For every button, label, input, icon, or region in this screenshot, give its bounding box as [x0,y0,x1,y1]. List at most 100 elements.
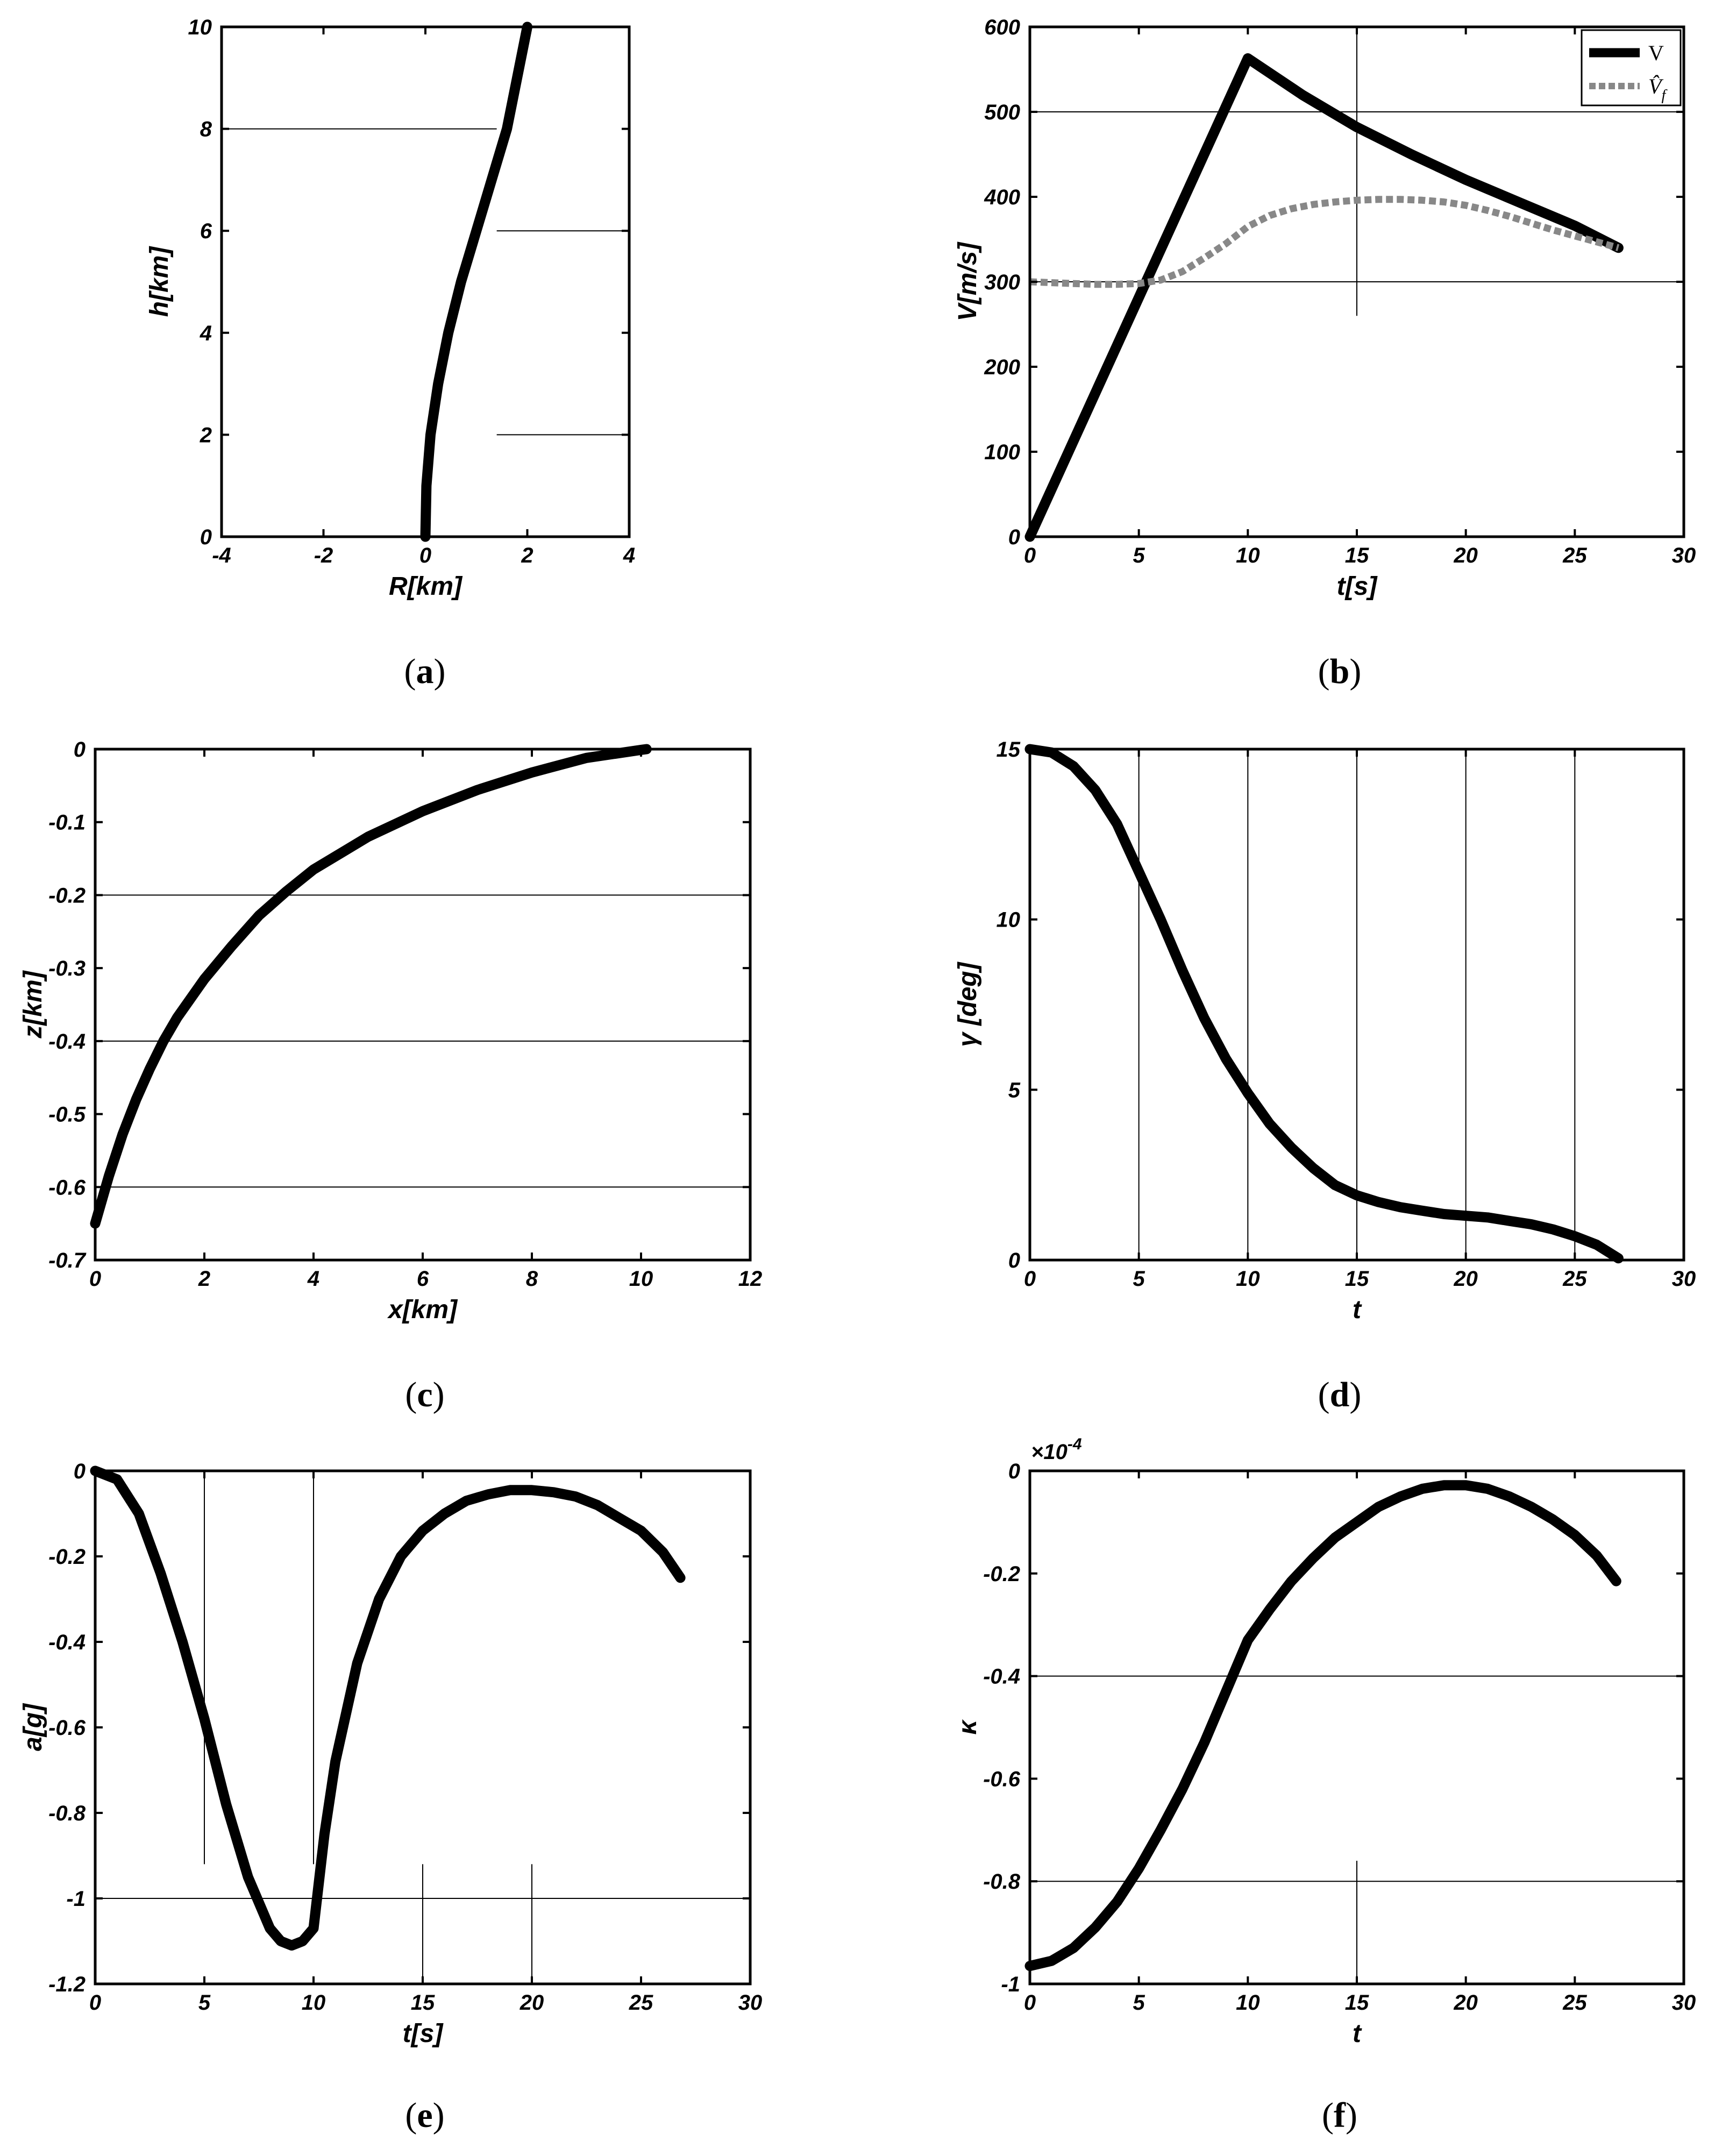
x-tick-label: 0 [1024,1991,1036,2015]
y-axis-label: γ [deg] [953,961,982,1047]
y-tick-label: 500 [984,101,1020,124]
panel-c: 0 2 4 6 8 10 12 -0.7 -0.6 -0.5 -0.4 -0.3 -0.2 -0.1 0 x[… [19,738,762,1414]
x-tick-label: 12 [738,1267,763,1291]
subfigure-caption: (a) [404,652,446,691]
y-tick-label: 8 [200,118,212,141]
y-tick-label: 200 [984,355,1020,379]
x-tick-label: 5 [1133,1267,1145,1291]
legend-box [1581,29,1682,106]
x-axis-label: t [1353,2019,1362,2048]
y-tick-label: -0.4 [48,1030,86,1054]
y-tick-label: -0.6 [48,1716,86,1740]
y-axis-label: a[g] [19,1703,47,1751]
x-tick-label: 30 [1672,1991,1696,2015]
y-tick-label: -1.2 [48,1973,86,1996]
series-line-main [420,22,532,542]
series-line-main [1024,1480,1621,1972]
x-tick-label: 30 [1672,544,1696,567]
x-axis-label: R[km] [389,572,463,601]
y-tick-label: 400 [984,186,1020,209]
x-tick-label: 8 [526,1267,538,1291]
x-tick-label: 0 [1024,544,1036,567]
x-tick-label: 25 [629,1991,653,2015]
y-tick-label: -0.8 [983,1870,1021,1894]
y-axis-label: V[m/s] [953,241,982,322]
x-tick-label: 0 [89,1991,101,2015]
x-tick-label: 30 [1672,1267,1696,1291]
subfigure-caption: (e) [405,2096,444,2135]
series-line-main [1024,744,1624,1264]
x-tick-label: 15 [1345,1991,1369,2015]
y-tick-label: 100 [984,440,1020,464]
x-tick-label: 20 [520,1991,544,2015]
panel-f: 0 5 10 15 20 25 30 -1 -0.8 -0.6 -0.4 -0.2 0 t κ ×10-4 (f… [953,1435,1696,2135]
panel-b: 0 5 10 15 20 25 300100200300400500600t[s]V[m/s… [953,16,1696,691]
series-line-main [90,1465,686,1951]
panel-d: 0 5 10 15 20 25 30 0 5 10 15 t γ [deg] (d) [953,738,1696,1414]
y-tick-label: -0.4 [48,1631,86,1654]
series-line-estimate [1029,196,1620,288]
series-line-main [1024,53,1624,542]
y-tick-label: -0.6 [983,1767,1021,1791]
x-tick-label: 15 [1345,544,1369,567]
x-tick-label: 5 [198,1991,211,2015]
x-tick-label: 2 [521,544,533,567]
y-tick-label: -0.2 [983,1562,1020,1586]
subfigure-caption: (f) [1322,2096,1357,2135]
legend: V V̂f [1581,29,1682,106]
x-tick-label: 20 [1453,1267,1478,1291]
y-tick-label: -0.1 [48,811,86,835]
x-tick-label: 0 [89,1267,101,1291]
x-tick-label: 20 [1453,1991,1478,2015]
x-tick-label: 25 [1562,1267,1587,1291]
y-tick-label: 0 [1008,525,1020,549]
y-tick-label: 0 [74,1460,86,1483]
y-tick-label: -0.3 [48,957,86,980]
y-axis-label: z[km] [19,970,47,1038]
x-tick-label: 4 [307,1267,319,1291]
y-tick-label: 2 [200,423,212,447]
y-tick-label: -0.8 [48,1802,86,1825]
y-axis-label: κ [953,1719,982,1735]
x-tick-label: 25 [1562,1991,1587,2015]
x-tick-label: 5 [1133,1991,1145,2015]
x-axis-label: t[s] [1337,572,1378,601]
x-tick-label: 10 [1236,544,1260,567]
y-tick-label: -0.6 [48,1176,86,1199]
legend-label: V [1648,41,1664,65]
y-tick-label: -1 [66,1887,86,1911]
x-tick-label: 10 [302,1991,326,2015]
x-tick-label: 5 [1133,544,1145,567]
y-tick-label: -0.5 [48,1103,86,1127]
x-tick-label: 10 [1236,1267,1260,1291]
x-tick-label: 0 [419,544,431,567]
subfigure-caption: (d) [1318,1375,1362,1414]
y-tick-label: 10 [997,908,1021,932]
x-tick-label: 10 [629,1267,653,1291]
x-axis-label: t[s] [403,2019,444,2048]
y-tick-label: 0 [200,525,212,549]
y-tick-label: 600 [984,16,1020,39]
y-tick-label: 0 [1008,1460,1020,1483]
subfigure-caption: (b) [1318,652,1362,691]
axis-exponent-label: ×10-4 [1031,1435,1082,1464]
y-tick-label: 6 [200,219,212,243]
x-tick-label: -2 [314,544,333,567]
y-tick-label: -0.4 [983,1665,1020,1689]
x-tick-label: 10 [1236,1991,1260,2015]
y-tick-label: 0 [74,738,86,762]
x-axis-label: x[km] [387,1296,458,1324]
series-line-main [90,744,652,1229]
x-tick-label: -4 [212,544,231,567]
y-tick-label: -0.2 [48,1545,86,1569]
y-tick-label: 4 [200,322,212,345]
legend-label: V̂f [1648,74,1667,104]
x-tick-label: 15 [411,1991,435,2015]
x-tick-label: 25 [1562,544,1587,567]
x-tick-label: 15 [1345,1267,1369,1291]
subfigure-caption: (c) [405,1375,444,1414]
y-tick-label: -1 [1001,1973,1020,1996]
panel-a: -4 -2 0 2 4 0 2 4 6 8 10 R[km] h[km] (a) [145,16,635,691]
y-tick-label: 15 [997,738,1021,762]
